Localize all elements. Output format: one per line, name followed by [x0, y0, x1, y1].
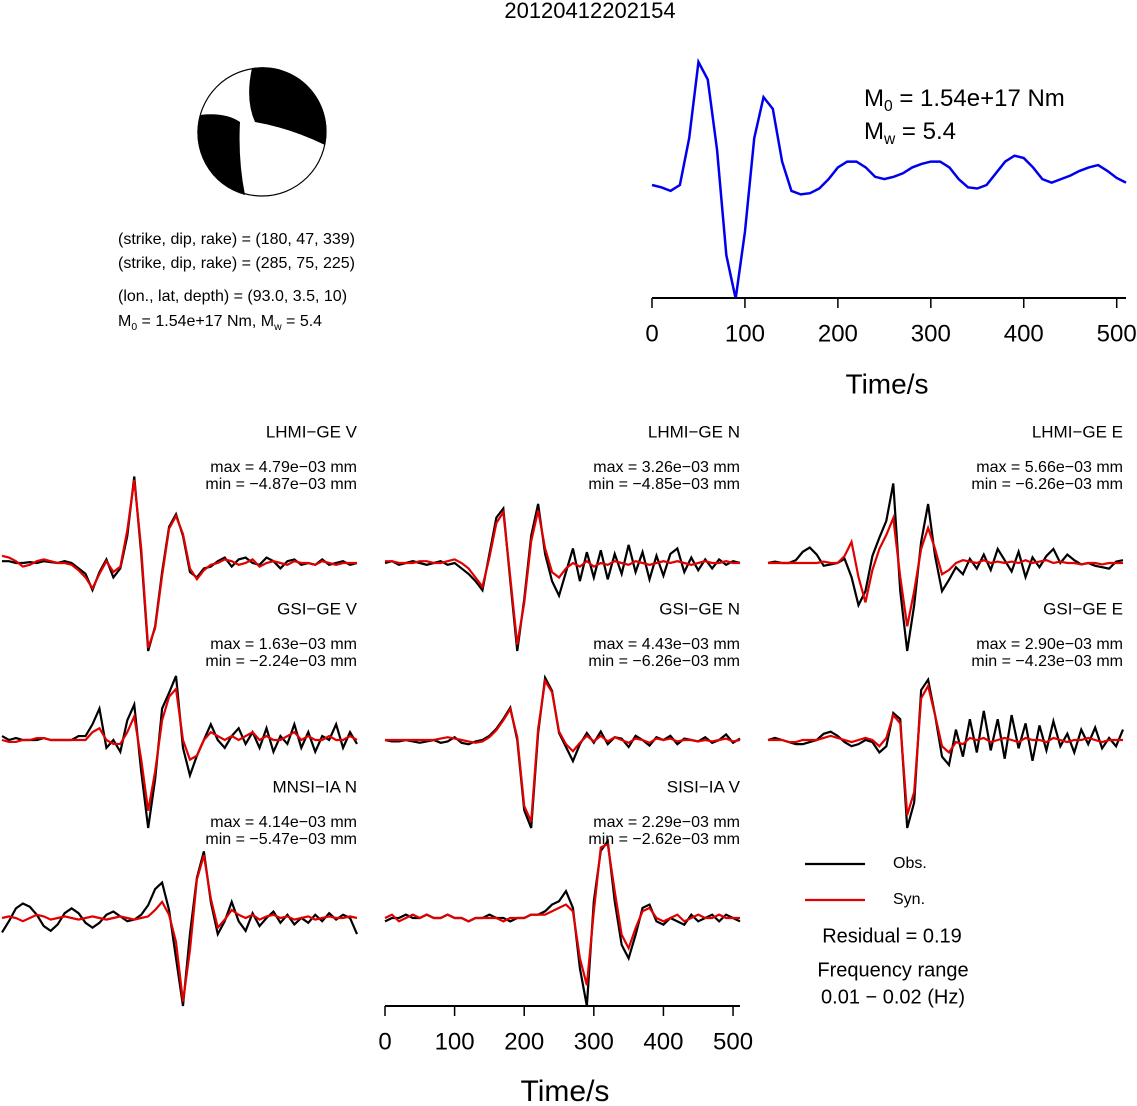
min-label: min = −4.23e−03 mm: [971, 653, 1123, 670]
x-tick-label: 0: [378, 1028, 391, 1055]
moment-annotation: M0 = 1.54e+17 Nm: [864, 85, 1065, 115]
waveform: [767, 483, 1124, 652]
station-label: MNSI−IA N: [272, 777, 357, 796]
min-label: min = −2.24e−03 mm: [205, 653, 357, 670]
compressional-quadrant: [249, 67, 327, 145]
station-label: LHMI−GE E: [1032, 422, 1123, 441]
text-part: = 1.54e+17 Nm: [893, 85, 1065, 112]
station-label: SISI−IA V: [667, 777, 741, 796]
waveform: [1, 851, 359, 1007]
station-label: GSI−GE E: [1043, 599, 1123, 618]
moment-text: M0 = 1.54e+17 Nm, Mw = 5.4: [118, 313, 322, 332]
beachball: [197, 67, 327, 197]
x-tick-label: 400: [1004, 320, 1044, 347]
legend-label: Obs.: [893, 855, 927, 872]
min-label: min = −4.87e−03 mm: [205, 476, 357, 493]
x-tick-label: 400: [643, 1028, 683, 1055]
subscript: 0: [884, 98, 893, 115]
mechanism-line: (lon., lat, depth) = (93.0, 3.5, 10): [118, 288, 347, 305]
max-label: max = 4.43e−03 mm: [593, 636, 740, 653]
max-label: max = 4.14e−03 mm: [210, 814, 357, 831]
min-label: min = −6.26e−03 mm: [588, 653, 740, 670]
subscript: 0: [131, 322, 137, 333]
waveform: [1, 854, 358, 1002]
max-label: max = 5.66e−03 mm: [976, 459, 1123, 476]
x-tick-label: 200: [504, 1028, 544, 1055]
x-tick-label: 300: [574, 1028, 614, 1055]
max-label: max = 4.79e−03 mm: [210, 459, 357, 476]
text-part: M: [864, 118, 884, 145]
min-label: min = −2.62e−03 mm: [588, 831, 740, 848]
station-label: GSI−GE V: [277, 599, 357, 618]
text-part: M: [864, 85, 884, 112]
frequency-range: Frequency range: [817, 959, 968, 981]
max-label: max = 2.29e−03 mm: [593, 814, 740, 831]
max-label: max = 3.26e−03 mm: [593, 459, 740, 476]
station-label: LHMI−GE N: [648, 422, 740, 441]
text-part: = 5.4: [282, 313, 323, 330]
x-axis-label: Time/s: [521, 1075, 610, 1106]
x-tick-label: 500: [713, 1028, 753, 1055]
max-label: max = 2.90e−03 mm: [976, 636, 1123, 653]
frequency-range: 0.01 − 0.02 (Hz): [821, 986, 965, 1008]
waveform: [384, 842, 740, 986]
x-tick-label: 100: [725, 320, 765, 347]
x-axis-label: Time/s: [846, 368, 929, 399]
waveform: [768, 682, 1123, 816]
compressional-quadrant: [197, 114, 245, 195]
x-tick-label: 200: [818, 320, 858, 347]
mechanism-line: (strike, dip, rake) = (285, 75, 225): [118, 255, 355, 272]
legend-label: Syn.: [893, 891, 925, 908]
waveform: [1, 479, 357, 649]
max-label: max = 1.63e−03 mm: [210, 636, 357, 653]
source-time-function: [651, 57, 1127, 299]
waveform: [385, 508, 740, 645]
x-tick-label: 0: [645, 320, 658, 347]
subscript: w: [273, 322, 282, 333]
waveform: [385, 677, 741, 822]
mechanism-line: (strike, dip, rake) = (180, 47, 339): [118, 231, 355, 248]
text-part: = 1.54e+17 Nm, M: [137, 313, 274, 330]
min-label: min = −6.26e−03 mm: [971, 476, 1123, 493]
text-part: M: [118, 313, 131, 330]
min-label: min = −5.47e−03 mm: [205, 831, 357, 848]
station-label: GSI−GE N: [659, 599, 740, 618]
waveform: [768, 513, 1123, 627]
x-tick-label: 500: [1097, 320, 1137, 347]
residual: Residual = 0.19: [822, 925, 962, 947]
min-label: min = −4.85e−03 mm: [588, 476, 740, 493]
text-part: = 5.4: [895, 118, 956, 145]
figure-title: 20120412202154: [504, 0, 675, 23]
x-tick-label: 300: [911, 320, 951, 347]
moment-annotation: Mw = 5.4: [864, 118, 956, 148]
waveform: [1, 686, 358, 811]
station-label: LHMI−GE V: [266, 422, 358, 441]
subscript: w: [883, 131, 896, 148]
x-tick-label: 100: [435, 1028, 475, 1055]
